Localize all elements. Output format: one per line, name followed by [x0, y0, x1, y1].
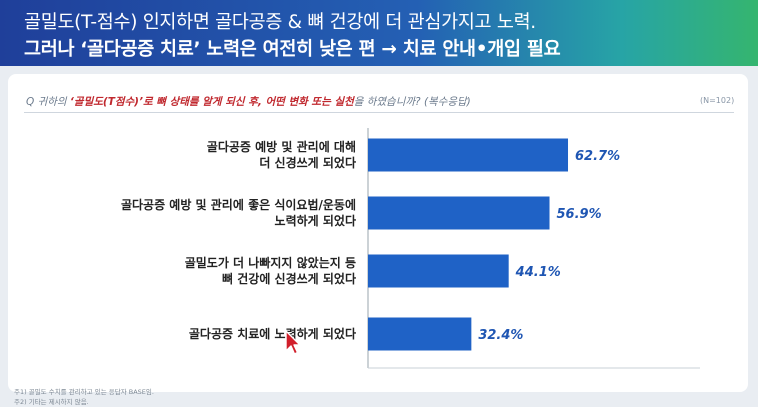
category-label: 골밀도가 더 나빠지지 않았는지 등 [185, 255, 356, 270]
category-label: 골다공증 치료에 노력하게 되었다 [189, 326, 356, 341]
value-label: 32.4% [478, 328, 523, 343]
footnote-2: 주2) 기타는 제시하지 않음. [14, 398, 89, 406]
bar [368, 254, 509, 288]
category-label: 노력하게 되었다 [275, 213, 356, 228]
divider [24, 112, 734, 113]
footnote-1: 주1) 골밀도 수치를 관리하고 있는 응답자 BASE임. [14, 388, 154, 396]
title-line-1: 골밀도(T-점수) 인지하면 골다공증 & 뼈 건강에 더 관심가지고 노력. [24, 12, 536, 33]
bar [368, 317, 472, 351]
title-line-2: 그러나 ‘골다공증 치료’ 노력은 여전히 낮은 편 → 치료 안내•개입 필요 [24, 39, 561, 60]
title-banner: 골밀도(T-점수) 인지하면 골다공증 & 뼈 건강에 더 관심가지고 노력. … [0, 0, 758, 66]
category-label: 골다공증 예방 및 관리에 대해 [207, 139, 356, 154]
question-prefix: Q 귀하의 [26, 96, 70, 108]
value-label: 56.9% [557, 207, 602, 222]
bar [368, 138, 569, 172]
category-label: 골다공증 예방 및 관리에 좋은 식이요법/운동에 [121, 197, 356, 212]
value-label: 62.7% [575, 149, 620, 164]
sample-size: (N=102) [700, 96, 735, 105]
category-label: 더 신경쓰게 되었다 [259, 155, 356, 170]
question-emphasis: ‘골밀도(T점수)’로 뼈 상태를 알게 되신 후, 어떤 변화 또는 실천 [69, 96, 354, 108]
question-suffix: 을 하였습니까? (복수응답) [353, 96, 471, 108]
mouse-cursor-icon [285, 330, 301, 355]
bar [368, 196, 550, 230]
survey-question: Q 귀하의 ‘골밀도(T점수)’로 뼈 상태를 알게 되신 후, 어떤 변화 또… [26, 94, 471, 109]
value-label: 44.1% [515, 265, 561, 280]
category-label: 뼈 건강에 신경쓰게 되었다 [222, 271, 356, 286]
